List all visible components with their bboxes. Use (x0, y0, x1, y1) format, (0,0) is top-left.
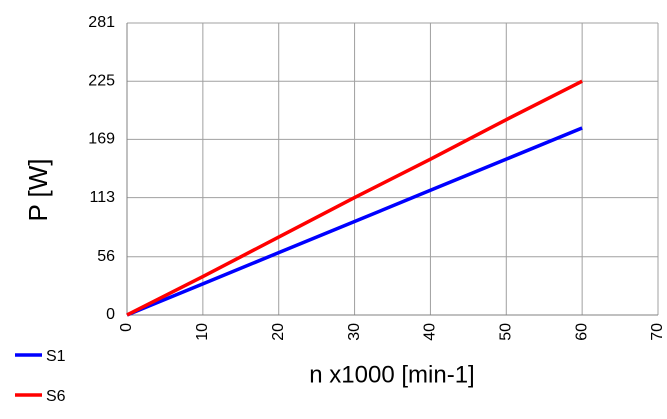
legend-label: S6 (46, 388, 66, 405)
y-tick-label: 225 (88, 72, 115, 89)
x-axis-label: n x1000 [min-1] (309, 361, 474, 388)
y-tick-label: 113 (89, 189, 115, 206)
y-axis-label: P [W] (23, 158, 53, 221)
legend-label: S1 (46, 348, 66, 365)
x-tick-label: 40 (422, 323, 439, 341)
x-tick-label: 20 (270, 323, 287, 341)
x-tick-label: 10 (194, 323, 211, 341)
y-tick-label: 281 (88, 14, 115, 31)
y-tick-label: 56 (97, 248, 115, 265)
y-tick-label: 0 (106, 306, 115, 323)
x-tick-label: 30 (346, 323, 363, 341)
x-tick-label: 60 (573, 323, 590, 341)
x-tick-label: 70 (649, 323, 666, 341)
series-line (126, 126, 583, 317)
series-line (126, 79, 583, 317)
y-tick-label: 169 (88, 131, 115, 148)
x-tick-label: 50 (498, 323, 515, 341)
x-tick-label: 0 (118, 323, 135, 332)
